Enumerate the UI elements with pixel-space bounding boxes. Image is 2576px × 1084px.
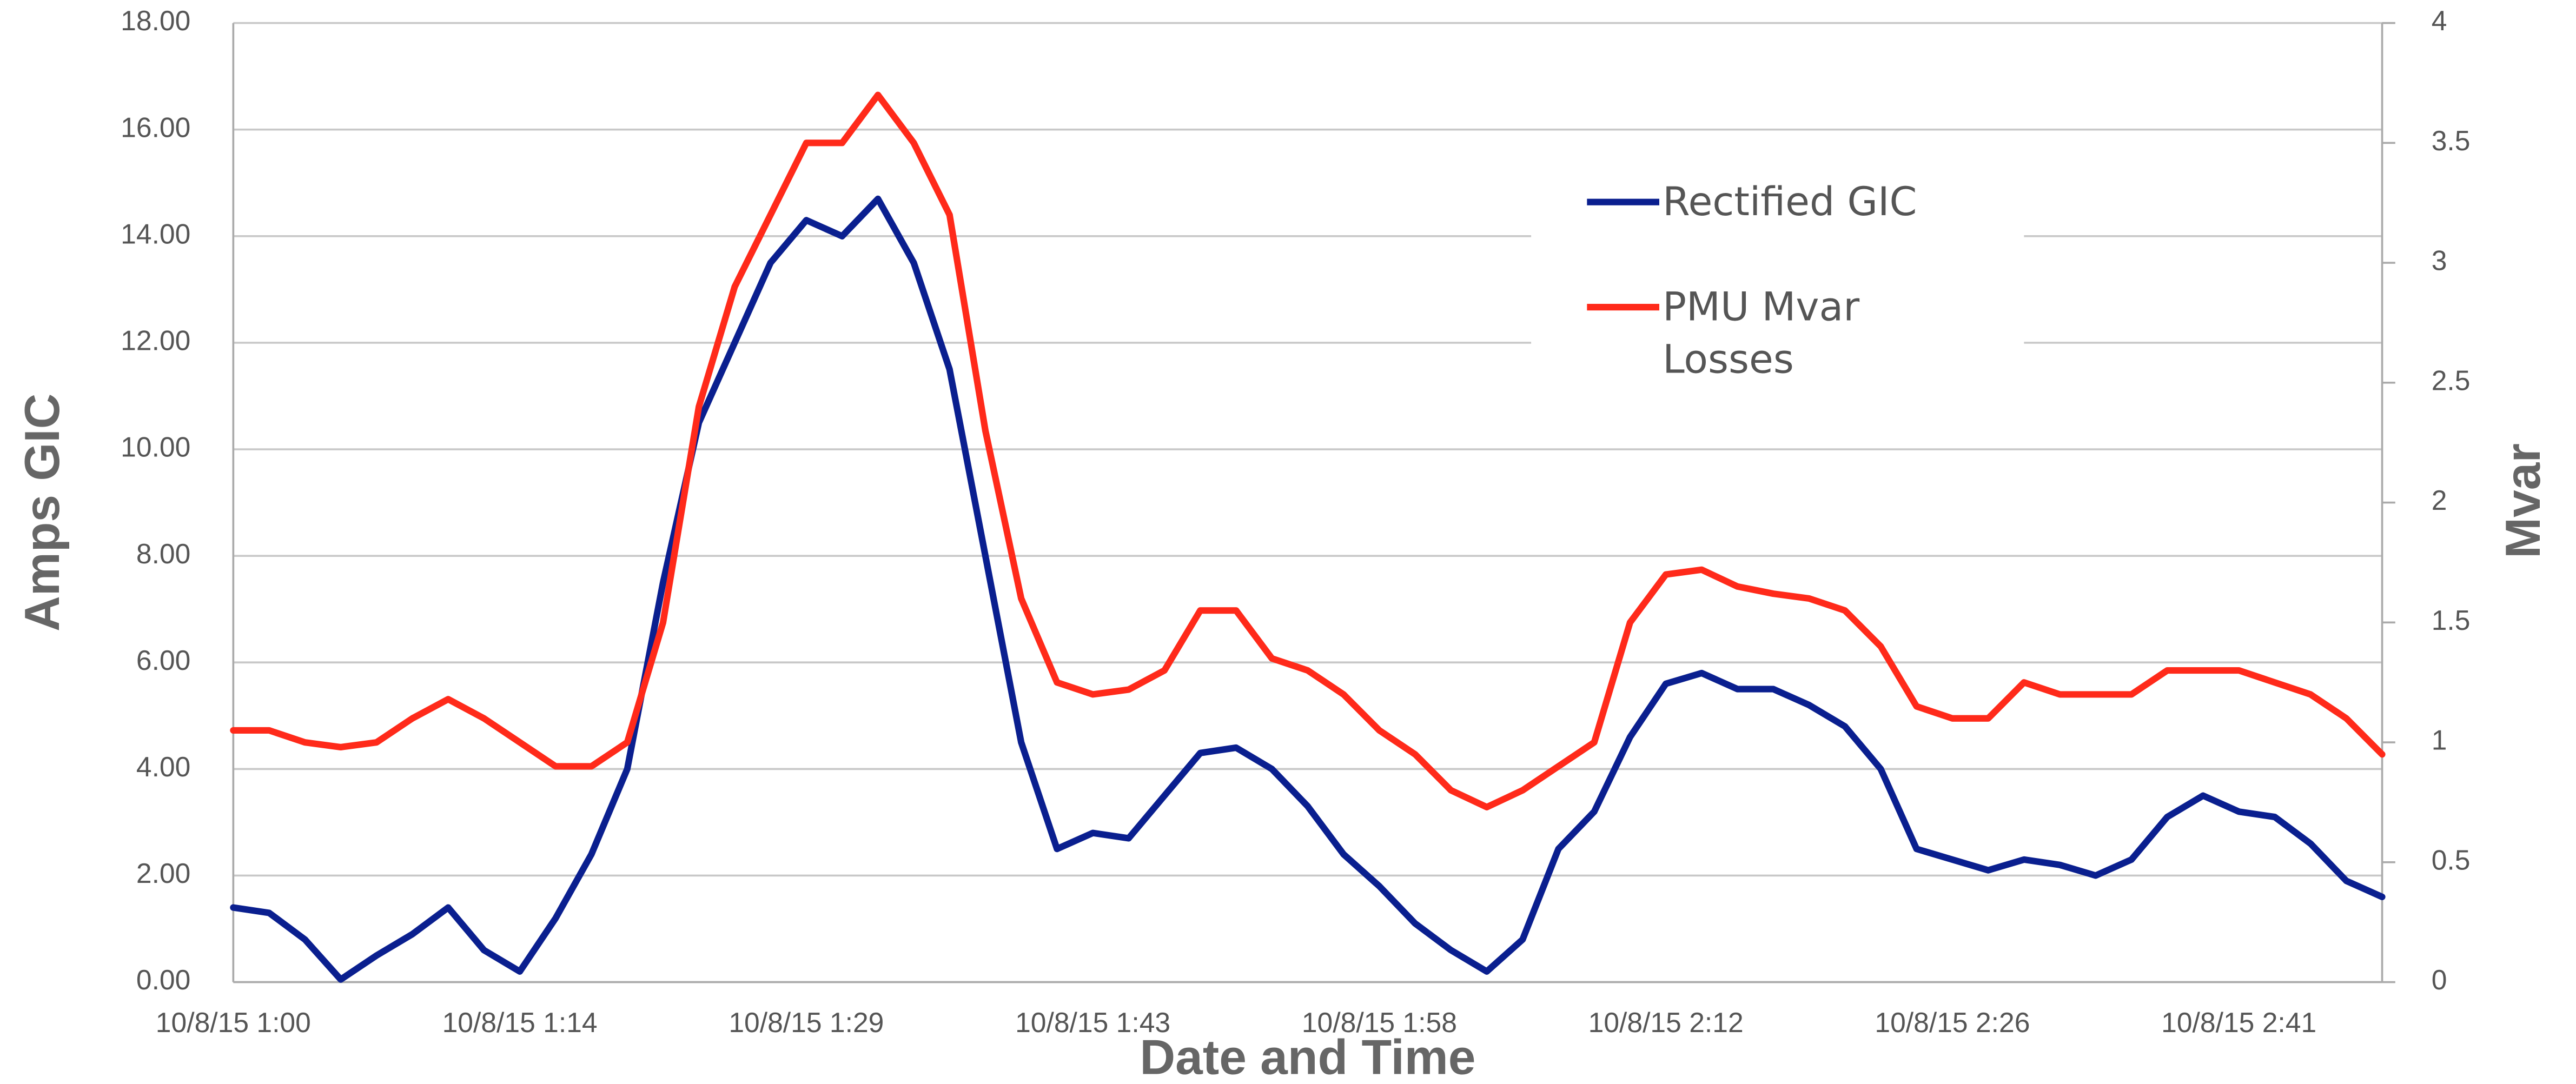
y2-tick-label: 3 [2432,245,2447,276]
y-tick-label: 8.00 [136,538,190,569]
x-tick-label: 10/8/15 1:14 [442,1007,598,1038]
legend-label: Rectified GIC [1663,179,1917,225]
x-axis-title: Date and Time [1140,1030,1475,1084]
plot-layer [230,91,2386,983]
y2-tick-label: 1 [2432,724,2447,756]
y2-tick-label: 1.5 [2432,604,2471,636]
y-tick-label: 10.00 [121,431,190,463]
x-tick-label: 10/8/15 1:29 [729,1007,884,1038]
legend-label-box: PMU Mvar Losses [1663,284,1860,383]
x-tick-label: 10/8/15 2:26 [1875,1007,2030,1038]
y2-tick-label: 4 [2432,5,2447,36]
x-tick-label: 10/8/15 1:43 [1015,1007,1170,1038]
legend-background [1531,156,2024,345]
y-tick-label: 12.00 [121,325,190,356]
y-tick-label: 2.00 [136,857,190,889]
y-tick-label: 14.00 [121,218,190,249]
y-axis-title: Amps GIC [15,394,70,631]
y2-axis-title: Mvar [2496,443,2551,558]
y-tick-label: 6.00 [136,644,190,676]
x-tick-label: 10/8/15 2:12 [1588,1007,1744,1038]
y2-tick-label: 2 [2432,484,2447,516]
legend-label: PMU Mvar Losses [1663,284,1860,383]
series-line [230,91,2386,810]
y2-tick-label: 0 [2432,964,2447,995]
y-tick-label: 16.00 [121,111,190,143]
y2-tick-label: 3.5 [2432,125,2471,156]
series-line [230,195,2386,983]
legend: Rectified GIC PMU Mvar Losses [1587,179,1917,383]
y2-tick-label: 2.5 [2432,364,2471,396]
y-tick-label: 4.00 [136,751,190,782]
y2-tick-label: 0.5 [2432,844,2471,875]
y-tick-label: 0.00 [136,964,190,995]
x-tick-label: 10/8/15 1:58 [1302,1007,1457,1038]
x-tick-label: 10/8/15 2:41 [2161,1007,2316,1038]
grid-layer: 0.00 2.00 4.00 6.00 8.00 10.00 12.00 14.00 16.00… [121,5,2470,1038]
legend-label-box: Rectified GIC [1663,179,1917,225]
x-tick-label: 10/8/15 1:00 [156,1007,311,1038]
y-tick-label: 18.00 [121,5,190,36]
